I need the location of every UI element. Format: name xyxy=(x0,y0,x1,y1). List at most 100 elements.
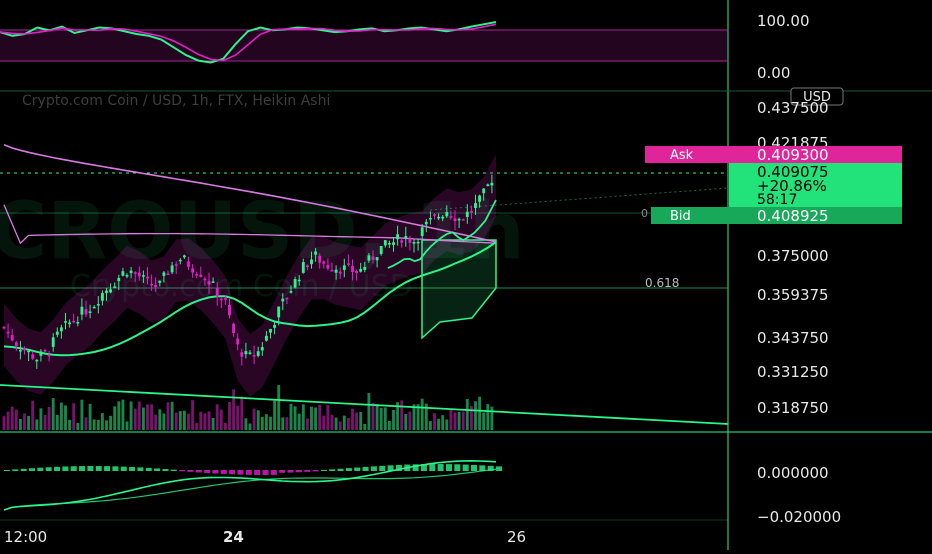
volume-bar xyxy=(375,404,379,430)
candle-body xyxy=(424,221,428,225)
candle-body xyxy=(59,327,63,332)
macd-bar xyxy=(145,467,152,471)
volume-bar xyxy=(424,403,428,430)
volume-bar xyxy=(113,406,117,430)
ask-value-box xyxy=(729,146,902,163)
candle-body xyxy=(359,268,363,272)
volume-bar xyxy=(215,404,219,430)
candle-body xyxy=(27,350,31,353)
macd-bar xyxy=(162,469,169,471)
candle-body xyxy=(195,274,199,276)
volume-bar xyxy=(367,393,371,430)
time-tick-24: 24 xyxy=(223,528,244,546)
volume-bar xyxy=(129,401,133,430)
volume-bar xyxy=(326,404,330,430)
candle-body xyxy=(244,351,248,355)
candle-body xyxy=(141,275,145,277)
volume-bar xyxy=(96,419,100,430)
candle-body xyxy=(351,266,354,272)
volume-bar xyxy=(437,418,441,430)
macd-bar xyxy=(395,464,402,471)
volume-bar xyxy=(166,402,170,430)
candle-body xyxy=(314,251,318,255)
candle-body xyxy=(252,355,256,357)
volume-bar xyxy=(285,417,289,430)
candle-body xyxy=(420,227,424,237)
candle-body xyxy=(490,182,494,186)
candle-body xyxy=(199,274,203,278)
bid-label-box xyxy=(651,207,729,224)
volume-bar xyxy=(51,398,55,430)
macd-bar xyxy=(62,466,69,471)
candle-body xyxy=(158,280,162,283)
volume-bar xyxy=(244,418,248,430)
candle-body xyxy=(240,352,244,357)
candle-body xyxy=(445,212,449,217)
volume-bar xyxy=(469,405,473,430)
volume-bar xyxy=(232,389,236,430)
currency-box[interactable] xyxy=(790,87,844,106)
macd-bar xyxy=(496,466,502,471)
volume-bar xyxy=(416,404,420,430)
candle-body xyxy=(92,306,96,309)
macd-bar xyxy=(487,465,494,471)
volume-bar xyxy=(207,411,211,430)
volume-bar xyxy=(359,411,363,430)
macd-bar xyxy=(387,465,394,471)
macd-bar xyxy=(445,464,452,471)
volume-bar xyxy=(297,413,301,430)
price-tick-0.375000: 0.375000 xyxy=(757,247,829,265)
macd-bar xyxy=(329,469,336,471)
candle-body xyxy=(289,291,293,293)
bid-value: 0.408925 xyxy=(757,207,829,225)
macd-bar xyxy=(262,470,269,475)
price-tick-0.359375: 0.359375 xyxy=(757,286,829,304)
currency-label: USD xyxy=(803,90,831,105)
candle-body xyxy=(469,211,473,213)
moving-average-pink-lower xyxy=(3,204,497,245)
volume-bar xyxy=(371,402,375,430)
candle-body xyxy=(371,256,375,260)
candle-body xyxy=(305,265,309,268)
volume-bar xyxy=(182,410,186,430)
candle-body xyxy=(449,216,453,218)
macd-bar xyxy=(4,470,10,471)
candle-body xyxy=(367,255,371,261)
volume-bar xyxy=(211,417,215,430)
volume-bar xyxy=(396,402,400,430)
volume-bar xyxy=(301,404,305,430)
band-shaded-area xyxy=(4,154,496,397)
volume-bar xyxy=(47,407,51,430)
volume-bar xyxy=(158,409,162,430)
volume-bar xyxy=(392,410,395,430)
ask-label-box xyxy=(645,146,729,163)
volume-bar xyxy=(68,419,72,430)
macd-line xyxy=(3,459,497,511)
candle-body xyxy=(211,281,215,283)
stoch-k-line xyxy=(0,21,497,64)
candle-body xyxy=(2,326,6,329)
volume-bar xyxy=(109,415,113,430)
volume-bar xyxy=(433,413,436,430)
macd-bar xyxy=(337,468,344,471)
stoch-band xyxy=(0,30,728,61)
candle-body xyxy=(383,240,387,246)
candle-body xyxy=(154,284,158,287)
macd-bar xyxy=(362,466,369,471)
candle-body xyxy=(338,271,342,274)
volume-bar xyxy=(252,408,256,430)
volume-bar xyxy=(490,406,494,430)
volume-bar xyxy=(256,410,260,430)
candle-body xyxy=(433,214,436,216)
volume-bar xyxy=(170,401,174,430)
bid-value-box xyxy=(729,207,902,224)
volume-bar xyxy=(228,401,231,430)
candle-body xyxy=(146,276,149,279)
price-tick-0.331250: 0.331250 xyxy=(757,363,829,381)
last-price-countdown: 58:17 xyxy=(757,192,797,208)
volume-bar xyxy=(322,415,326,430)
watermark-symbol: CROUSD, 1h xyxy=(0,187,524,277)
candle-body xyxy=(269,328,272,333)
macd-bar xyxy=(454,464,461,471)
